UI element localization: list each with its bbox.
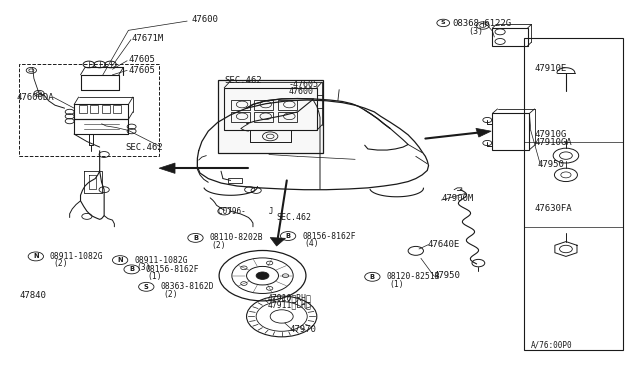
Text: 08911-1082G: 08911-1082G xyxy=(134,256,188,264)
Text: 47600DA: 47600DA xyxy=(17,93,54,102)
Text: SEC.462: SEC.462 xyxy=(125,142,163,151)
Bar xyxy=(254,112,273,122)
Bar xyxy=(278,100,297,110)
Text: (2): (2) xyxy=(164,290,178,299)
Text: (2): (2) xyxy=(211,241,226,250)
Text: (1): (1) xyxy=(148,272,162,281)
Bar xyxy=(19,64,159,156)
Bar xyxy=(524,38,623,350)
Text: (4): (4) xyxy=(304,239,319,248)
Text: 47671M: 47671M xyxy=(132,34,164,43)
Text: 47630FA: 47630FA xyxy=(534,204,572,213)
Text: -47605: -47605 xyxy=(288,80,318,89)
Bar xyxy=(278,112,297,122)
Circle shape xyxy=(266,261,273,265)
Text: 47640E: 47640E xyxy=(428,240,460,249)
Bar xyxy=(492,113,529,150)
Text: 08110-8202B: 08110-8202B xyxy=(209,233,263,243)
Bar xyxy=(102,105,110,113)
Text: SEC.462: SEC.462 xyxy=(224,76,262,85)
Bar xyxy=(230,100,250,110)
Circle shape xyxy=(241,266,247,270)
Text: 47950: 47950 xyxy=(434,271,461,280)
Bar xyxy=(218,80,323,153)
Bar xyxy=(224,88,317,131)
Text: 47910E: 47910E xyxy=(534,64,567,73)
Circle shape xyxy=(241,282,247,285)
Text: 47840: 47840 xyxy=(20,291,47,300)
Text: 08911-1082G: 08911-1082G xyxy=(50,252,104,261)
Bar xyxy=(113,105,122,113)
Text: (3): (3) xyxy=(136,263,150,272)
Text: 47600: 47600 xyxy=(191,15,218,24)
Text: 47900M: 47900M xyxy=(442,195,474,203)
Text: (2): (2) xyxy=(53,259,68,268)
Bar xyxy=(492,28,527,46)
Text: B: B xyxy=(370,274,375,280)
Text: S: S xyxy=(441,20,445,25)
Polygon shape xyxy=(159,163,175,173)
Bar xyxy=(254,100,273,110)
Text: (3): (3) xyxy=(468,26,483,36)
Bar xyxy=(90,105,99,113)
Circle shape xyxy=(282,274,289,278)
Text: S: S xyxy=(144,284,148,290)
Text: 08156-8162F: 08156-8162F xyxy=(302,231,356,241)
Text: 47950: 47950 xyxy=(537,160,564,169)
Text: 08368-6122G: 08368-6122G xyxy=(453,19,512,28)
Text: (1): (1) xyxy=(389,280,404,289)
Bar xyxy=(228,178,242,183)
Circle shape xyxy=(266,286,273,290)
Text: 08363-8162D: 08363-8162D xyxy=(161,282,214,291)
Circle shape xyxy=(256,272,269,279)
Polygon shape xyxy=(270,237,285,246)
Bar xyxy=(79,105,87,113)
Text: 47600: 47600 xyxy=(288,87,313,96)
Text: 47970: 47970 xyxy=(290,325,317,334)
Text: 47605: 47605 xyxy=(129,66,156,75)
Text: B: B xyxy=(193,235,198,241)
Bar xyxy=(230,112,250,122)
Text: B: B xyxy=(285,233,291,239)
Text: A/76:00P0: A/76:00P0 xyxy=(531,340,572,349)
Text: C0796-     J: C0796- J xyxy=(218,207,273,216)
Text: 47910〈RH〉: 47910〈RH〉 xyxy=(268,294,312,302)
Text: N: N xyxy=(117,257,123,263)
Text: 47911〈LH〉: 47911〈LH〉 xyxy=(268,301,312,310)
Text: 47910G: 47910G xyxy=(534,129,567,139)
Polygon shape xyxy=(476,128,491,137)
Text: 08120-8251B: 08120-8251B xyxy=(387,272,440,281)
Text: N: N xyxy=(33,253,38,259)
Text: SEC.462: SEC.462 xyxy=(276,213,312,222)
Text: 08156-8162F: 08156-8162F xyxy=(146,265,199,274)
Text: 47605: 47605 xyxy=(129,55,156,64)
Text: 47910GA: 47910GA xyxy=(534,138,572,147)
Text: B: B xyxy=(129,266,134,272)
